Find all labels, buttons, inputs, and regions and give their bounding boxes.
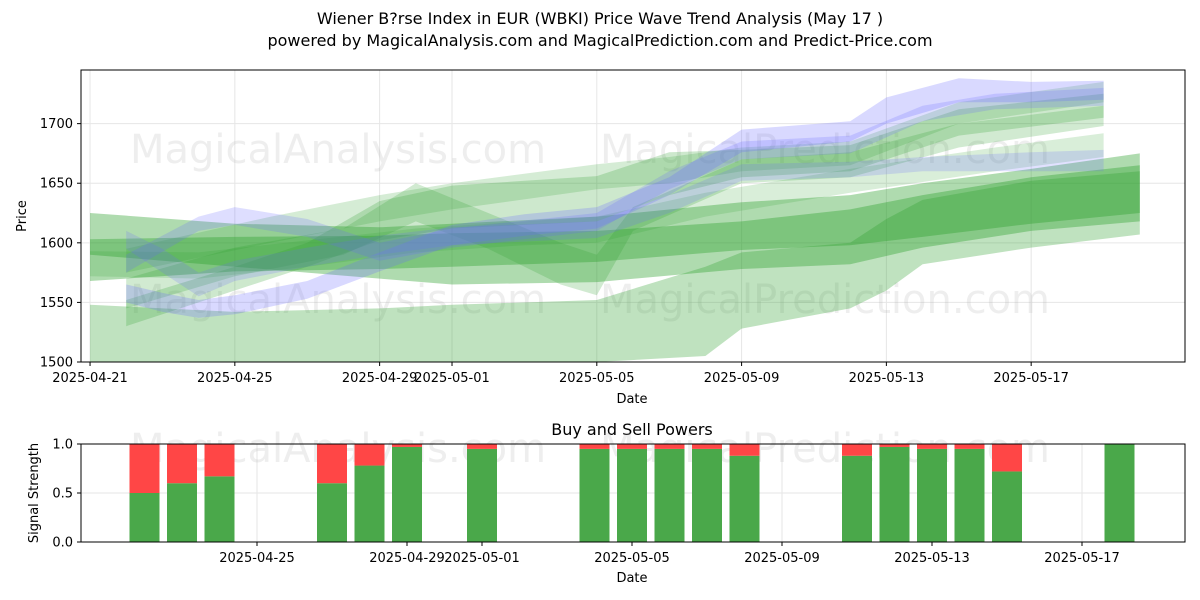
green-wave-band-3 <box>126 93 1104 327</box>
power-x-tick-label: 2025-04-29 <box>369 551 445 566</box>
sell-power-bar <box>729 444 760 456</box>
power-x-label: Date <box>616 571 647 586</box>
sell-power-bar <box>167 444 197 484</box>
power-x-tick-label: 2025-05-09 <box>744 551 820 566</box>
sell-power-bar <box>879 444 910 447</box>
price-axes-frame <box>80 69 1186 363</box>
blue-wave-band-7 <box>126 78 1104 318</box>
price-x-tick-label: 2025-05-17 <box>993 371 1069 386</box>
watermark-analysis-mid: MagicalAnalysis.com <box>130 277 546 323</box>
power-title: Buy and Sell Powers <box>551 420 713 439</box>
buy-power-bar <box>317 483 347 542</box>
green-wave-band-4 <box>126 105 1104 309</box>
buy-power-bar <box>917 448 947 542</box>
price-x-tick-label: 2025-05-01 <box>414 371 490 386</box>
sell-power-bar <box>692 444 722 449</box>
watermark-prediction-top: MagicalPrediction.com <box>600 127 1050 173</box>
power-y-ticks: 0.0 0.5 1.0 <box>52 438 81 551</box>
green-wave-band-1 <box>90 165 1140 285</box>
sell-power-bar <box>992 444 1022 472</box>
price-y-label: Price <box>15 200 30 232</box>
buy-power-bar <box>692 448 722 542</box>
sell-power-bar <box>317 444 347 484</box>
buy-power-bar <box>354 465 385 542</box>
sell-power-bar <box>204 444 235 477</box>
power-y-tick-label: 1.0 <box>52 438 73 453</box>
buy-power-bar <box>579 448 610 542</box>
sell-power-bar <box>392 444 422 447</box>
sell-power-bar <box>954 444 985 449</box>
power-y-label: Signal Strength <box>27 443 42 543</box>
green-wave-band-0 <box>90 153 1140 281</box>
price-x-tick-label: 2025-04-25 <box>197 371 273 386</box>
buy-power-bar <box>729 455 760 542</box>
buy-power-bar <box>617 448 647 542</box>
buy-power-bar <box>204 476 235 542</box>
buy-power-bar <box>1104 444 1135 542</box>
sell-power-bar <box>917 444 947 449</box>
power-x-tick-label: 2025-04-25 <box>219 551 295 566</box>
price-watermarks: MagicalAnalysis.com MagicalPrediction.co… <box>130 127 1050 323</box>
price-y-tick-label: 1650 <box>40 177 73 192</box>
buy-power-bar <box>954 448 985 542</box>
price-x-tick-label: 2025-04-21 <box>52 371 128 386</box>
sell-power-bar <box>129 444 160 493</box>
buy-power-bar <box>392 446 422 542</box>
price-y-tick-label: 1550 <box>40 296 73 311</box>
buy-power-bar <box>992 471 1022 542</box>
sell-power-bar <box>617 444 647 449</box>
buy-power-bar <box>842 455 872 542</box>
watermark-prediction-mid: MagicalPrediction.com <box>600 277 1050 323</box>
power-y-tick-label: 0.0 <box>52 536 73 551</box>
sell-power-bar <box>354 444 385 466</box>
green-wave-band-2 <box>90 171 1140 362</box>
watermark-analysis-top: MagicalAnalysis.com <box>130 127 546 173</box>
price-y-tick-label: 1600 <box>40 236 73 251</box>
green-wave-band-6 <box>90 133 1104 279</box>
price-x-tick-label: 2025-04-29 <box>342 371 418 386</box>
price-y-tick-label: 1500 <box>40 356 73 371</box>
blue-wave-band-8 <box>126 87 1104 273</box>
price-x-ticks: 2025-04-21 2025-04-25 2025-04-292025-05-01… <box>52 362 1069 386</box>
buy-power-bar <box>654 448 685 542</box>
sell-power-bar <box>842 444 872 456</box>
price-x-tick-label: 2025-05-09 <box>704 371 780 386</box>
power-y-tick-label: 0.5 <box>52 487 73 502</box>
price-x-tick-label: 2025-05-13 <box>849 371 925 386</box>
buy-power-bar <box>129 493 160 542</box>
sell-power-bar <box>654 444 685 449</box>
power-x-tick-label: 2025-05-13 <box>894 551 970 566</box>
price-x-label: Date <box>616 392 647 407</box>
power-x-tick-label: 2025-05-05 <box>594 551 670 566</box>
sell-power-bar <box>467 444 497 449</box>
power-x-tick-label: 2025-05-17 <box>1044 551 1120 566</box>
price-y-ticks: 1500 1550 1600 1650 1700 <box>40 117 81 371</box>
buy-power-bar <box>879 446 910 542</box>
chart-subtitle: powered by MagicalAnalysis.com and Magic… <box>267 31 933 50</box>
power-bars <box>129 444 1135 542</box>
blue-wave-band-9 <box>126 149 1104 297</box>
buy-power-bar <box>167 483 197 542</box>
chart-title: Wiener B?rse Index in EUR (WBKI) Price W… <box>316 9 884 28</box>
price-x-tick-label: 2025-05-05 <box>559 371 635 386</box>
price-y-tick-label: 1700 <box>40 117 73 132</box>
green-wave-band-5 <box>126 81 1104 273</box>
buy-power-bar <box>467 448 497 542</box>
price-bands <box>90 78 1140 362</box>
power-x-tick-label: 2025-05-01 <box>444 551 520 566</box>
power-x-ticks: 2025-04-25 2025-04-29 2025-05-01 2025-05-05… <box>219 542 1120 566</box>
sell-power-bar <box>579 444 610 449</box>
price-grid <box>81 70 1185 363</box>
